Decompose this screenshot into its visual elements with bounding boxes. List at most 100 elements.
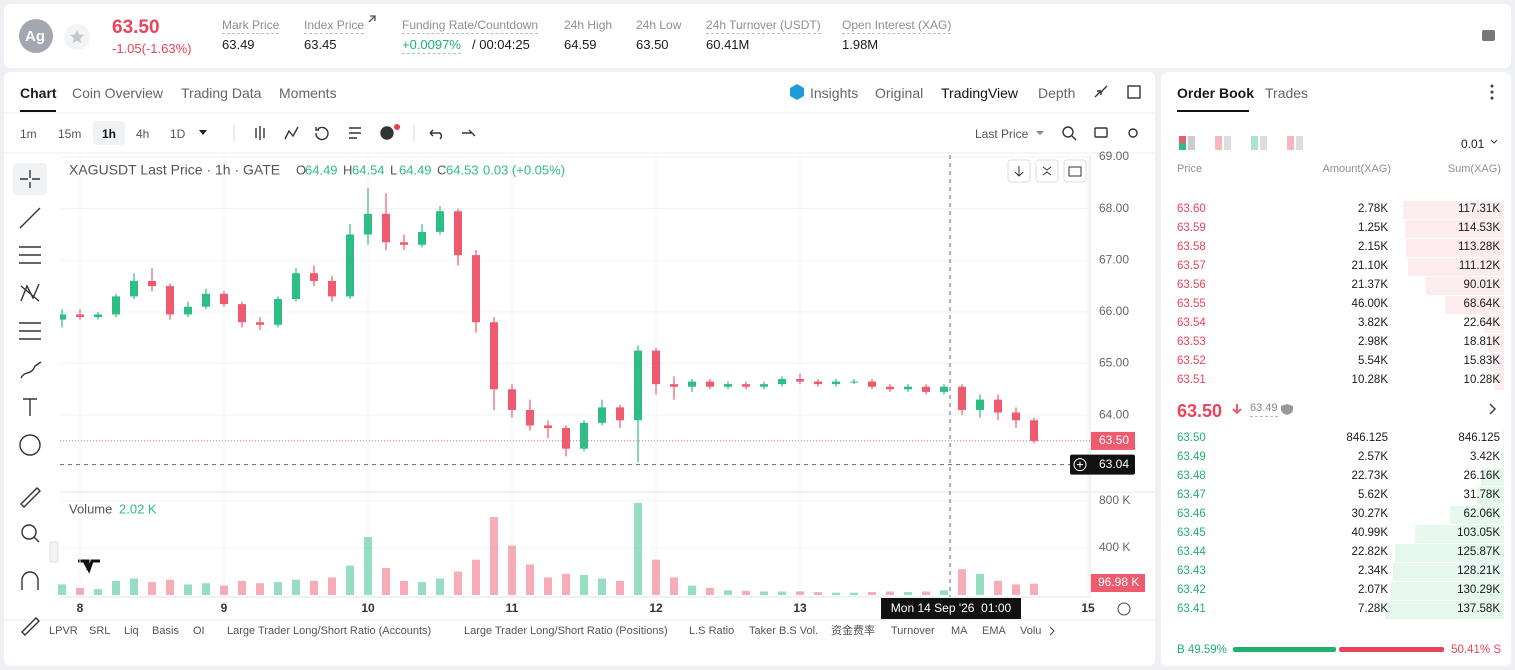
candle-body	[508, 389, 516, 410]
indicator-button[interactable]: Liq	[124, 625, 139, 637]
add-alert-icon[interactable]	[1073, 458, 1087, 472]
book-sum: 15.83K	[1463, 355, 1500, 367]
book-price[interactable]: 63.50	[1177, 432, 1206, 444]
depth-bar	[1404, 220, 1504, 238]
interval-button[interactable]: 15m	[58, 127, 82, 141]
price-type-select[interactable]: Last Price	[975, 127, 1029, 141]
pane-handle[interactable]	[49, 541, 59, 563]
book-price[interactable]: 63.57	[1177, 260, 1206, 272]
y-tick-label: 69.00	[1099, 149, 1129, 163]
book-price[interactable]: 63.59	[1177, 222, 1206, 234]
candle-body	[598, 407, 606, 423]
chart-tab[interactable]: Trading Data	[181, 85, 262, 101]
volume-bar	[76, 587, 84, 595]
indicator-button[interactable]: Large Trader Long/Short Ratio (Positions…	[464, 625, 668, 637]
book-tab[interactable]: Trades	[1265, 85, 1309, 101]
chevron[interactable]	[1489, 403, 1497, 415]
book-price[interactable]: 63.48	[1177, 470, 1206, 482]
indicator-button[interactable]: Large Trader Long/Short Ratio (Accounts)	[227, 625, 432, 637]
indicator-button[interactable]: Turnover	[891, 625, 935, 637]
book-price[interactable]: 63.54	[1177, 317, 1206, 329]
book-price[interactable]: 63.42	[1177, 584, 1206, 596]
volume-bar	[742, 590, 750, 595]
last-price-label: 63.50	[1099, 433, 1129, 447]
candle-body	[346, 234, 354, 297]
precision-select[interactable]: 0.01	[1461, 137, 1485, 151]
indicator-button[interactable]: L.S Ratio	[689, 625, 735, 637]
chart-tab[interactable]: Moments	[279, 85, 337, 101]
view-tab[interactable]: TradingView	[941, 85, 1019, 101]
volume-bar	[796, 591, 804, 595]
indicator-button[interactable]: EMA	[982, 625, 1006, 637]
volume-bar	[976, 573, 984, 595]
book-price[interactable]: 63.53	[1177, 336, 1206, 348]
book-price[interactable]: 63.49	[1177, 451, 1206, 463]
book-price[interactable]: 63.46	[1177, 508, 1206, 520]
indicator-button[interactable]: MA	[951, 625, 968, 637]
book-sum: 22.64K	[1463, 317, 1500, 329]
candle-body	[580, 422, 588, 449]
view-tab[interactable]: Depth	[1038, 85, 1076, 101]
crosshair-time-box	[881, 598, 1021, 619]
y-tick-label: 65.00	[1099, 356, 1129, 370]
indicator-button[interactable]: Volu	[1020, 625, 1042, 637]
book-price[interactable]: 63.51	[1177, 374, 1206, 386]
last-price: 63.50	[112, 17, 160, 38]
candle-body	[526, 409, 534, 426]
book-tab[interactable]: Order Book	[1177, 85, 1255, 101]
volume-bar	[616, 580, 624, 595]
book-price[interactable]: 63.47	[1177, 489, 1206, 501]
indicator-button[interactable]: 资金费率	[831, 625, 875, 637]
candle-body	[850, 381, 858, 383]
collapse-button[interactable]	[1035, 159, 1059, 183]
interval-button[interactable]: 1m	[20, 127, 37, 141]
indicator-button[interactable]: SRL	[89, 625, 111, 637]
stat-value: 1.98M	[842, 37, 879, 52]
indicator-button[interactable]: Taker B.S Vol.	[749, 625, 819, 637]
chart-toolbar-icons[interactable]	[255, 85, 1141, 141]
volume-bar	[580, 575, 588, 595]
column-header: Sum(XAG)	[1447, 163, 1501, 175]
interval-button[interactable]: 1h	[102, 127, 117, 141]
calendar-icon[interactable]	[1482, 30, 1495, 41]
chart-tab[interactable]: Coin Overview	[72, 85, 164, 101]
candle-body	[130, 280, 138, 297]
book-price[interactable]: 63.45	[1177, 527, 1206, 539]
chart-title: XAGUSDT Last Price · 1h · GATE	[69, 162, 280, 178]
view-tab[interactable]: Original	[875, 85, 924, 101]
drawing-tools[interactable]	[13, 163, 47, 636]
candle-body	[724, 384, 732, 387]
interval-button[interactable]: 4h	[136, 127, 150, 141]
book-price[interactable]: 63.60	[1177, 203, 1206, 215]
indicator-button[interactable]: LPVR	[49, 625, 78, 637]
caret[interactable]	[1490, 139, 1498, 144]
volume-bar	[436, 578, 444, 595]
candle-body	[904, 386, 912, 390]
candle-body	[940, 386, 948, 392]
candle-body	[436, 211, 444, 232]
scroll-right[interactable]	[1049, 626, 1055, 636]
book-price[interactable]: 63.43	[1177, 565, 1206, 577]
indicator-button[interactable]: Basis	[152, 625, 179, 637]
book-price[interactable]: 63.58	[1177, 241, 1206, 253]
book-price[interactable]: 63.44	[1177, 546, 1206, 558]
caret[interactable]	[199, 130, 207, 135]
chart-tab[interactable]: Chart	[20, 85, 57, 101]
indicator-button[interactable]: OI	[193, 625, 205, 637]
interval-button[interactable]: 1D	[170, 127, 186, 141]
view-tab[interactable]: Insights	[810, 85, 859, 101]
book-sum: 3.42K	[1469, 451, 1500, 463]
caret[interactable]	[1036, 131, 1044, 135]
candle-body	[868, 381, 876, 387]
depth-bar	[1391, 582, 1504, 600]
book-price[interactable]: 63.41	[1177, 603, 1206, 615]
column-header: Amount(XAG)	[1322, 163, 1391, 175]
x-tick-label: 9	[221, 601, 228, 615]
book-price[interactable]: 63.52	[1177, 355, 1206, 367]
book-price[interactable]: 63.55	[1177, 298, 1206, 310]
settings-icon[interactable]	[1117, 602, 1131, 616]
book-price[interactable]: 63.56	[1177, 279, 1206, 291]
layout-icons[interactable]	[1179, 136, 1303, 150]
depth-bar	[1484, 315, 1504, 333]
